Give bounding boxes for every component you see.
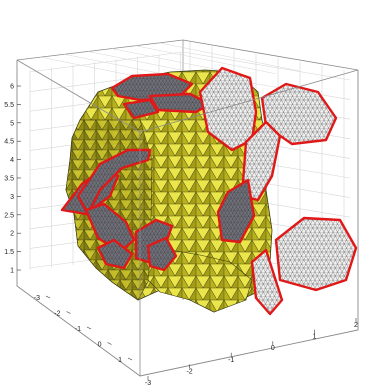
y-tick-mark — [127, 357, 133, 361]
y-tick-label: 0 — [98, 342, 102, 349]
z-tick-label: 3 — [10, 194, 14, 201]
y-tick-mark — [86, 326, 92, 330]
y-tick-label: -1 — [75, 326, 81, 333]
grain-bottom-right-hex — [274, 216, 358, 292]
y-tick-label: -2 — [54, 311, 60, 318]
z-tick-label: 1.5 — [4, 249, 14, 256]
x-tick-label: 1 — [312, 334, 316, 341]
z-tick-label: 6 — [10, 84, 14, 91]
z-tick-label: 2.5 — [4, 212, 14, 219]
box-top-front-edge — [16, 59, 359, 133]
x-tick-label: -1 — [228, 357, 234, 364]
grid-line — [159, 42, 300, 72]
y-tick-mark — [107, 342, 112, 345]
x-tick-label: 0 — [271, 345, 275, 352]
y-tick-label: -3 — [34, 295, 40, 302]
y-axis-ticks: -3 -2 -1 0 1 — [34, 295, 133, 364]
axes-box-front — [16, 59, 359, 377]
grain-polygons — [60, 66, 358, 316]
mesh-lower-lobe — [147, 249, 253, 313]
grain-mid-right — [216, 178, 256, 244]
grain-left-mid — [84, 202, 136, 254]
x-tick-label: -3 — [145, 380, 151, 387]
grain-bottom-right-strip — [250, 248, 284, 316]
x-tick-label: 2 — [354, 322, 358, 329]
grain-center-bottom — [146, 236, 178, 272]
grain-top-left — [110, 72, 194, 102]
grain-left-small — [96, 238, 134, 270]
z-tick-label: 1 — [10, 268, 14, 275]
y-tick-mark — [66, 311, 71, 314]
z-axis-ticks: 1 1.5 2 2.5 3 3.5 4 4.5 5 5.5 6 — [4, 84, 21, 275]
y-tick-label: 1 — [118, 357, 122, 364]
y-tick-mark — [45, 295, 51, 299]
x-tick-label: -2 — [186, 368, 192, 375]
grid-line — [135, 45, 276, 74]
grid-line — [29, 51, 184, 73]
grain-top-right-hex — [198, 66, 258, 152]
grain-left-curved — [76, 148, 152, 216]
z-tick-label: 4 — [10, 157, 14, 164]
z-tick-label: 5 — [10, 120, 14, 127]
grain-top-strip — [122, 98, 160, 120]
z-tick-label: 5.5 — [4, 102, 14, 109]
z-tick-label: 4.5 — [4, 139, 14, 146]
z-tick-label: 2 — [10, 231, 14, 238]
x-axis-ticks: -3 -2 -1 0 1 2 — [145, 318, 358, 387]
z-tick-label: 3.5 — [4, 176, 14, 183]
